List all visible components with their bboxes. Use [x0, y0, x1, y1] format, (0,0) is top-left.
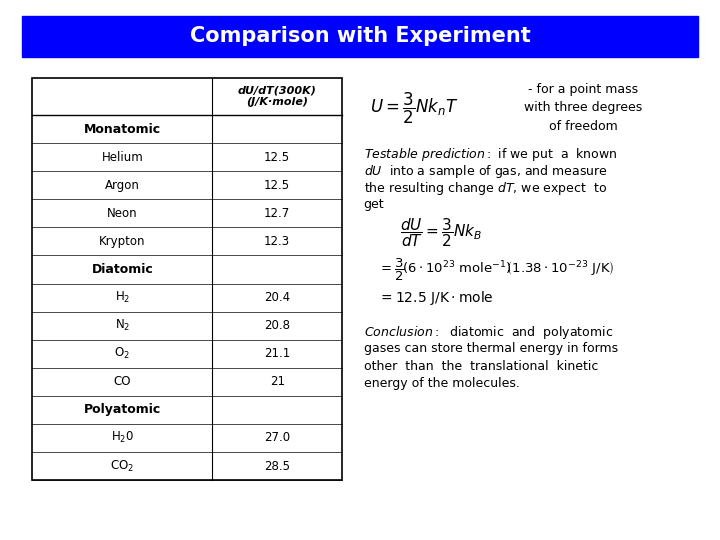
- Text: 20.4: 20.4: [264, 291, 290, 304]
- Text: N$_2$: N$_2$: [114, 318, 130, 333]
- Text: 28.5: 28.5: [264, 460, 290, 472]
- Text: 12.3: 12.3: [264, 235, 290, 248]
- Text: Monatomic: Monatomic: [84, 123, 161, 136]
- Text: get: get: [364, 198, 384, 211]
- Text: $= \dfrac{3}{2}\!\left(6\cdot10^{23}\ \mathrm{mole}^{-1}\right)\!\!\left(1.38\cd: $= \dfrac{3}{2}\!\left(6\cdot10^{23}\ \m…: [378, 257, 614, 283]
- Text: $U = \dfrac{3}{2} Nk_n T$: $U = \dfrac{3}{2} Nk_n T$: [370, 90, 458, 126]
- Text: $= 12.5\ \mathrm{J/K \cdot mole}$: $= 12.5\ \mathrm{J/K \cdot mole}$: [378, 289, 494, 307]
- Text: Diatomic: Diatomic: [91, 263, 153, 276]
- Text: - for a point mass
with three degrees
of freedom: - for a point mass with three degrees of…: [524, 83, 642, 133]
- Text: O$_2$: O$_2$: [114, 346, 130, 361]
- Text: gases can store thermal energy in forms: gases can store thermal energy in forms: [364, 342, 618, 355]
- Text: 12.7: 12.7: [264, 207, 290, 220]
- Text: Helium: Helium: [102, 151, 143, 164]
- Text: Neon: Neon: [107, 207, 138, 220]
- Text: $\mathit{dU}$  into a sample of gas, and measure: $\mathit{dU}$ into a sample of gas, and …: [364, 163, 608, 180]
- Text: 12.5: 12.5: [264, 179, 290, 192]
- Text: 12.5: 12.5: [264, 151, 290, 164]
- Text: $\dfrac{dU}{dT} = \dfrac{3}{2} Nk_B$: $\dfrac{dU}{dT} = \dfrac{3}{2} Nk_B$: [400, 216, 482, 248]
- Text: H$_2$: H$_2$: [114, 290, 130, 305]
- Text: CO: CO: [114, 375, 131, 388]
- Text: other  than  the  translational  kinetic: other than the translational kinetic: [364, 360, 598, 373]
- Text: 20.8: 20.8: [264, 319, 290, 332]
- Text: Comparison with Experiment: Comparison with Experiment: [189, 26, 531, 46]
- Text: Krypton: Krypton: [99, 235, 145, 248]
- Text: dU/dT(300K)
(J/K·mole): dU/dT(300K) (J/K·mole): [238, 86, 317, 107]
- Text: $\mathit{Testable\ prediction:}$ if we put  a  known: $\mathit{Testable\ prediction:}$ if we p…: [364, 146, 617, 163]
- Text: the resulting change $\mathit{dT}$, we expect  to: the resulting change $\mathit{dT}$, we e…: [364, 180, 607, 197]
- Text: CO$_2$: CO$_2$: [110, 458, 135, 474]
- Text: 21.1: 21.1: [264, 347, 290, 360]
- Text: $\mathit{Conclusion:}$  diatomic  and  polyatomic: $\mathit{Conclusion:}$ diatomic and poly…: [364, 324, 613, 341]
- Text: Polyatomic: Polyatomic: [84, 403, 161, 416]
- Text: energy of the molecules.: energy of the molecules.: [364, 377, 519, 390]
- Text: Argon: Argon: [105, 179, 140, 192]
- Text: H$_2$0: H$_2$0: [111, 430, 134, 445]
- Text: 27.0: 27.0: [264, 431, 290, 444]
- Text: 21: 21: [270, 375, 284, 388]
